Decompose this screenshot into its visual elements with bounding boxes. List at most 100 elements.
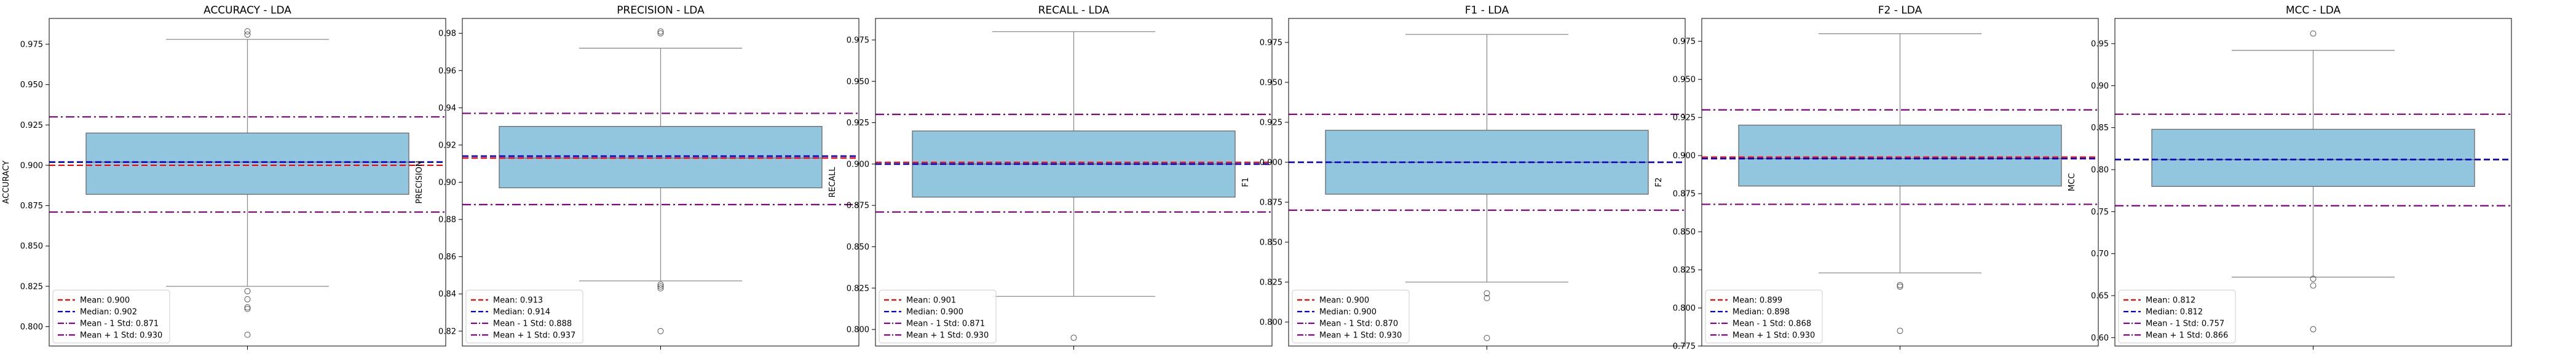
y-tick-label: 0.925	[20, 121, 43, 130]
legend-frame	[1292, 289, 1410, 344]
y-tick-label: 0.975	[1260, 39, 1282, 48]
outlier-point	[1897, 283, 1903, 290]
y-tick-label: 0.925	[847, 119, 869, 128]
legend-entry: Median: 0.914	[493, 308, 550, 317]
y-tick-label: 0.70	[2091, 250, 2109, 259]
legend-entry: Median: 0.900	[906, 308, 963, 317]
axes-frame	[1701, 18, 2099, 347]
legend-frame	[1705, 289, 1823, 344]
y-tick-label: 0.850	[20, 242, 43, 251]
y-tick-label: 0.950	[847, 77, 869, 87]
iqr-box	[85, 132, 409, 195]
outlier-point	[1484, 290, 1490, 297]
legend-entry: Median: 0.812	[2146, 308, 2203, 317]
outlier-point	[2310, 326, 2317, 332]
outlier-point	[1897, 328, 1903, 334]
legend-entry: Median: 0.900	[1319, 308, 1377, 317]
outlier-point	[244, 305, 251, 312]
axes-frame	[875, 18, 1273, 347]
legend: Mean: 0.899 Median: 0.898 Mean - 1 Std: 0.…	[1705, 289, 1823, 344]
outlier-point	[244, 28, 251, 35]
y-tick-label: 0.96	[438, 66, 456, 76]
legend-entry: Mean + 1 Std: 0.866	[2146, 331, 2228, 340]
y-tick-label: 0.98	[438, 30, 456, 39]
outlier-point	[1484, 295, 1490, 301]
legend: Mean: 0.901 Median: 0.900 Mean - 1 Std: 0.…	[879, 289, 997, 344]
outlier-point	[244, 31, 251, 38]
legend-entry: Mean - 1 Std: 0.871	[80, 320, 159, 329]
iqr-box	[2151, 128, 2475, 187]
y-tick-label: 0.950	[1673, 76, 1696, 85]
legend-entry: Mean + 1 Std: 0.930	[906, 331, 989, 340]
outlier-point	[1484, 335, 1490, 341]
legend-entry: Mean: 0.812	[2146, 296, 2195, 305]
legend-entry: Mean: 0.900	[1319, 296, 1369, 305]
y-tick-label: 0.975	[20, 41, 43, 50]
axes-frame	[49, 18, 446, 347]
y-tick-label: 0.82	[438, 327, 456, 336]
y-tick-label: 0.90	[2091, 82, 2109, 91]
outlier-point	[657, 30, 664, 37]
legend-entry: Mean + 1 Std: 0.930	[1732, 331, 1815, 340]
legend: Mean: 0.900 Median: 0.900 Mean - 1 Std: 0.…	[1292, 289, 1410, 344]
y-axis-label: F2	[1654, 178, 1664, 187]
y-axis-label: ACCURACY	[2, 160, 11, 203]
y-tick-label: 0.875	[847, 202, 869, 211]
legend-entry: Mean - 1 Std: 0.757	[2146, 320, 2224, 329]
legend-entry: Mean: 0.899	[1732, 296, 1782, 305]
y-axis-label: MCC	[2068, 173, 2077, 191]
legend-entry: Median: 0.898	[1732, 308, 1790, 317]
y-tick-label: 0.65	[2091, 292, 2109, 301]
y-axis-label: PRECISION	[415, 160, 424, 203]
y-tick-label: 0.95	[2091, 40, 2109, 49]
y-tick-label: 0.875	[1673, 190, 1696, 199]
y-tick-label: 0.825	[847, 284, 869, 293]
outlier-point	[657, 283, 664, 290]
legend-entry: Mean - 1 Std: 0.868	[1732, 320, 1811, 329]
chart-panel: ACCURACY - LDA ACCURACY 0.800 0.825 0.850 0.8…	[2, 4, 446, 350]
y-tick-label: 0.900	[1673, 152, 1696, 161]
y-tick-label: 0.88	[438, 216, 456, 225]
y-tick-label: 0.850	[847, 243, 869, 252]
outlier-point	[244, 331, 251, 338]
legend-entry: Mean + 1 Std: 0.930	[80, 331, 162, 340]
chart-panel: PRECISION - LDA PRECISION 0.82 0.84 0.86 0.88…	[415, 4, 859, 350]
outlier-point	[657, 281, 664, 288]
outlier-point	[657, 328, 664, 334]
legend-entry: Mean + 1 Std: 0.930	[1319, 331, 1402, 340]
y-tick-label: 0.775	[1673, 342, 1696, 352]
outlier-point	[1897, 281, 1903, 288]
y-tick-label: 0.850	[1260, 238, 1282, 248]
chart-title: RECALL - LDA	[1038, 4, 1110, 17]
legend-frame	[52, 289, 170, 344]
chart-panel: MCC - LDA MCC 0.60 0.65 0.70 0.75 0.80 0.85 0.90…	[2068, 4, 2512, 350]
y-tick-label: 0.850	[1673, 228, 1696, 237]
y-tick-label: 0.825	[1260, 278, 1282, 288]
y-tick-label: 0.800	[1260, 318, 1282, 328]
outlier-point	[657, 28, 664, 35]
y-tick-label: 0.800	[1673, 304, 1696, 313]
iqr-box	[1738, 124, 2062, 187]
y-tick-label: 0.900	[847, 160, 869, 169]
chart-title: MCC - LDA	[2286, 4, 2341, 17]
y-axis-label: F1	[1241, 178, 1250, 187]
y-tick-label: 0.800	[20, 323, 43, 332]
chart-panel: F1 - LDA F1 0.800 0.825 0.850 0.875 0.900 0.925…	[1241, 4, 1686, 350]
outlier-point	[657, 285, 664, 292]
chart-title: ACCURACY - LDA	[203, 4, 291, 17]
y-tick-label: 0.875	[1260, 199, 1282, 208]
legend-entry: Mean - 1 Std: 0.888	[493, 320, 572, 329]
iqr-box	[499, 125, 823, 189]
y-tick-label: 0.825	[1673, 266, 1696, 275]
y-tick-label: 0.900	[1260, 159, 1282, 168]
legend-entry: Mean + 1 Std: 0.937	[493, 331, 575, 340]
legend-entry: Median: 0.902	[80, 308, 137, 317]
chart-title: PRECISION - LDA	[617, 4, 705, 17]
outlier-point	[2310, 275, 2317, 282]
legend-entry: Mean - 1 Std: 0.871	[906, 320, 985, 329]
y-tick-label: 0.92	[438, 141, 456, 150]
y-tick-label: 0.800	[847, 326, 869, 335]
legend-entry: Mean - 1 Std: 0.870	[1319, 320, 1398, 329]
outlier-point	[2310, 30, 2317, 37]
